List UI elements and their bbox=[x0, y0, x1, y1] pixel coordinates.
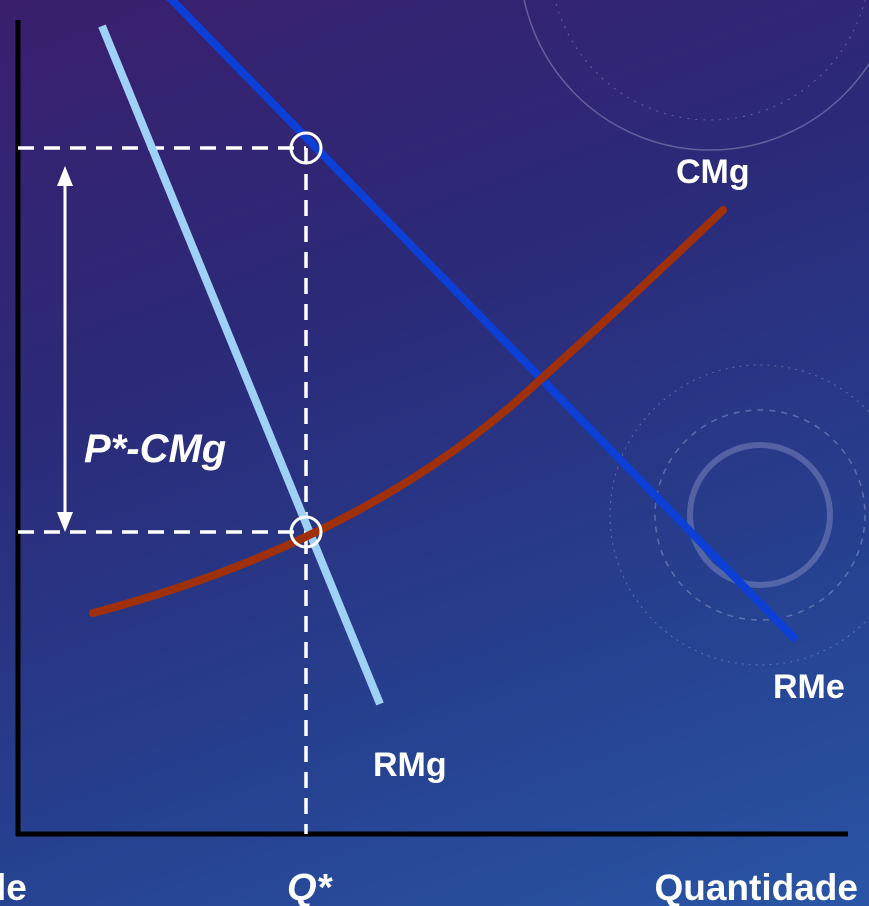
x-axis-label: Quantidade bbox=[654, 867, 858, 906]
cost-point-marker bbox=[289, 515, 323, 549]
markup-label: P*-CMg bbox=[84, 427, 226, 471]
series-label-rmg: RMg bbox=[373, 746, 447, 784]
q-star-tick-label: Q* bbox=[287, 867, 334, 906]
series-rmg-line bbox=[98, 24, 384, 706]
y-axis-label-fragment: le bbox=[0, 867, 27, 906]
decorative-dial-icon bbox=[523, 0, 869, 666]
price-point-marker bbox=[289, 131, 323, 165]
series-label-cmg: CMg bbox=[676, 153, 750, 191]
series-cmg-line bbox=[89, 206, 727, 617]
series-label-rme: RMe bbox=[773, 668, 845, 706]
markup-arrow-icon bbox=[57, 166, 73, 532]
series-rme-line bbox=[166, 0, 799, 643]
